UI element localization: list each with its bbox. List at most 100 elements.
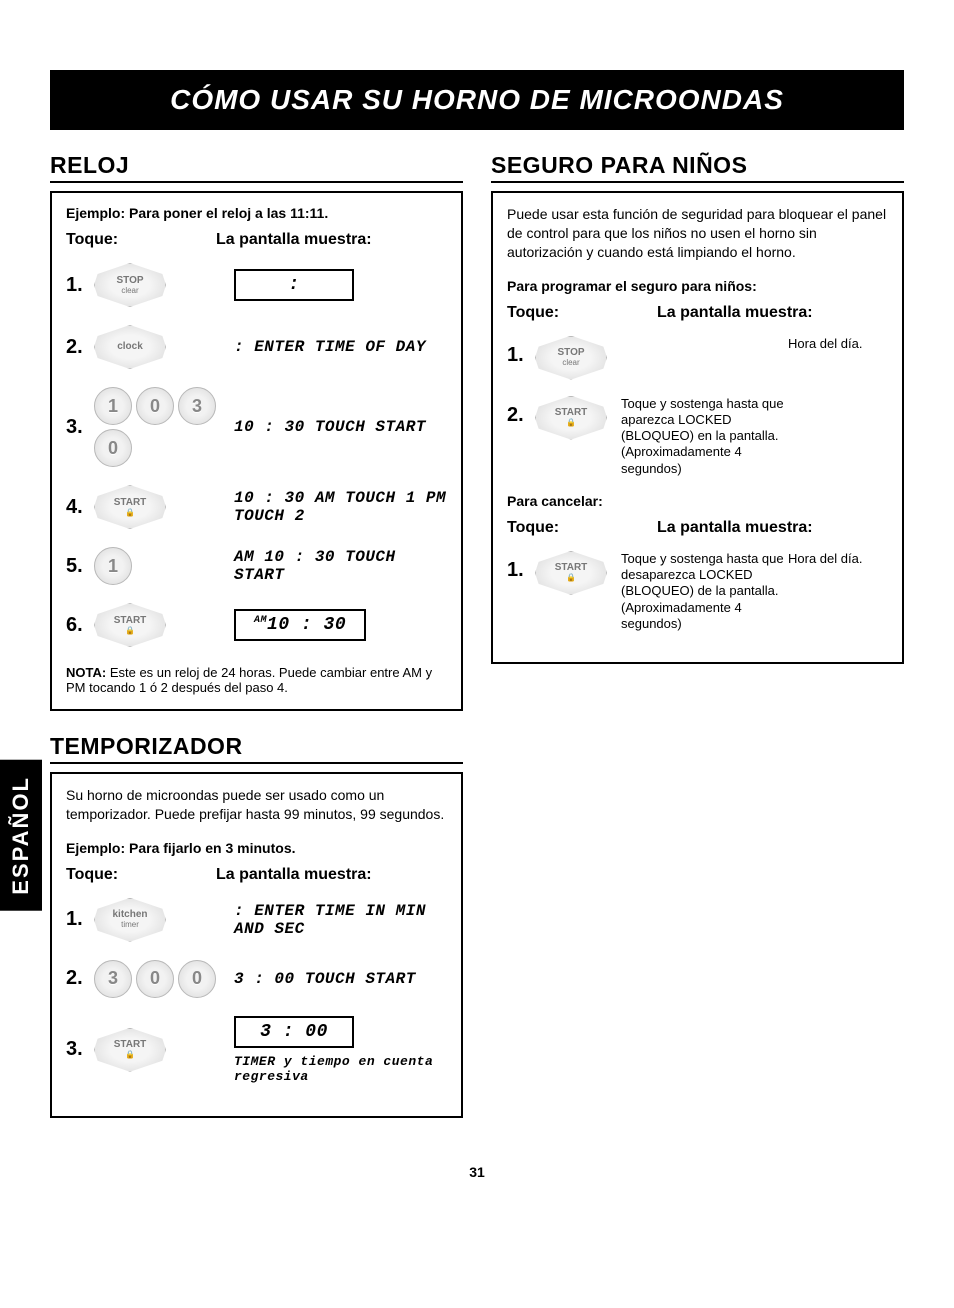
lock-step-row: 1.START🔒Toque y sostenga hasta que desap…	[507, 551, 888, 632]
step-number: 1.	[507, 551, 535, 582]
reloj-example: Ejemplo: Para poner el reloj a las 11:11…	[66, 205, 447, 221]
reloj-note: NOTA: Este es un reloj de 24 horas. Pued…	[66, 665, 447, 695]
step-display: 3 : 00 TIMER y tiempo en cuenta regresiva	[234, 1016, 447, 1084]
step-buttons: STOPclear	[94, 263, 234, 307]
lock-step-row: 2.START🔒Toque y sostenga hasta que apare…	[507, 396, 888, 477]
step-buttons: STOPclear	[535, 336, 615, 380]
step-number: 1.	[66, 274, 94, 297]
step-buttons: 1	[94, 547, 234, 585]
step-display: AM10 : 30	[234, 609, 447, 641]
step-number: 2.	[507, 396, 535, 427]
stop-button[interactable]: STOPclear	[94, 263, 166, 307]
header-pantalla: La pantalla muestra:	[216, 231, 447, 249]
seguro-title: SEGURO PARA NIÑOS	[491, 152, 904, 183]
language-tab: ESPAÑOL	[0, 760, 42, 911]
seguro-cancel-label: Para cancelar:	[507, 493, 888, 509]
stop-button[interactable]: STOPclear	[535, 336, 607, 380]
step-buttons: START🔒	[94, 603, 234, 647]
step-row: 1.kitchentimer : ENTER TIME IN MIN AND SE…	[66, 898, 447, 942]
step-number: 2.	[66, 336, 94, 359]
step-number: 3.	[66, 416, 94, 439]
header-pantalla: La pantalla muestra:	[657, 519, 888, 537]
temporizador-title: TEMPORIZADOR	[50, 733, 463, 764]
step-number: 1.	[507, 336, 535, 367]
step-display: : ENTER TIME OF DAY	[234, 338, 447, 356]
start-button[interactable]: START🔒	[94, 1028, 166, 1072]
step-number: 2.	[66, 967, 94, 990]
seguro-headers-a: Toque: La pantalla muestra:	[507, 304, 888, 322]
step-buttons: 300	[94, 960, 234, 998]
digit-0-button[interactable]: 0	[178, 960, 216, 998]
step-row: 5.1 AM 10 : 30 TOUCH START	[66, 547, 447, 585]
note-label: NOTA:	[66, 665, 106, 680]
header-toque: Toque:	[507, 304, 657, 322]
step-row: 6.START🔒 AM10 : 30	[66, 603, 447, 647]
temporizador-example: Ejemplo: Para fijarlo en 3 minutos.	[66, 840, 447, 856]
reloj-headers: Toque: La pantalla muestra:	[66, 231, 447, 249]
step-number: 1.	[66, 908, 94, 931]
temporizador-headers: Toque: La pantalla muestra:	[66, 866, 447, 884]
step-buttons: START🔒	[94, 485, 234, 529]
step-buttons: START🔒	[535, 551, 615, 595]
digit-1-button[interactable]: 1	[94, 547, 132, 585]
digit-0-button[interactable]: 0	[136, 960, 174, 998]
step-row: 3.START🔒 3 : 00 TIMER y tiempo en cuenta r…	[66, 1016, 447, 1084]
temporizador-intro: Su horno de microondas puede ser usado c…	[66, 786, 447, 824]
digit-3-button[interactable]: 3	[94, 960, 132, 998]
kitchen-button[interactable]: kitchentimer	[94, 898, 166, 942]
content-columns: RELOJ Ejemplo: Para poner el reloj a las…	[50, 152, 904, 1140]
reloj-title: RELOJ	[50, 152, 463, 183]
step-buttons: START🔒	[94, 1028, 234, 1072]
start-button[interactable]: START🔒	[535, 551, 607, 595]
timer-note: TIMER y tiempo en cuenta regresiva	[234, 1054, 447, 1084]
lock-step-row: 1.STOPclear Hora del día.	[507, 336, 888, 380]
step-number: 6.	[66, 614, 94, 637]
step-buttons: clock	[94, 325, 234, 369]
seguro-headers-b: Toque: La pantalla muestra:	[507, 519, 888, 537]
step-buttons: 1030	[94, 387, 234, 467]
step-description: Toque y sostenga hasta que desaparezca L…	[615, 551, 788, 632]
seguro-intro: Puede usar esta función de seguridad par…	[507, 205, 888, 262]
header-toque: Toque:	[66, 866, 216, 884]
display-box: 3 : 00	[234, 1016, 354, 1048]
step-buttons: START🔒	[535, 396, 615, 440]
start-button[interactable]: START🔒	[94, 603, 166, 647]
step-row: 2.3003 : 00 TOUCH START	[66, 960, 447, 998]
step-number: 5.	[66, 555, 94, 578]
display-box: AM10 : 30	[234, 609, 366, 641]
temporizador-box: Su horno de microondas puede ser usado c…	[50, 772, 463, 1118]
clock-button[interactable]: clock	[94, 325, 166, 369]
left-column: RELOJ Ejemplo: Para poner el reloj a las…	[50, 152, 463, 1140]
digit-0-button[interactable]: 0	[136, 387, 174, 425]
step-buttons: kitchentimer	[94, 898, 234, 942]
step-number: 4.	[66, 496, 94, 519]
start-button[interactable]: START🔒	[94, 485, 166, 529]
step-display: 3 : 00 TOUCH START	[234, 970, 447, 988]
digit-1-button[interactable]: 1	[94, 387, 132, 425]
reloj-box: Ejemplo: Para poner el reloj a las 11:11…	[50, 191, 463, 711]
page-banner: CÓMO USAR SU HORNO DE MICROONDAS	[50, 70, 904, 130]
step-row: 3.103010 : 30 TOUCH START	[66, 387, 447, 467]
step-display: 10 : 30 TOUCH START	[234, 418, 447, 436]
step-display: : ENTER TIME IN MIN AND SEC	[234, 902, 447, 938]
digit-0-button[interactable]: 0	[94, 429, 132, 467]
step-display: 10 : 30 AM TOUCH 1 PM TOUCH 2	[234, 489, 447, 525]
start-button[interactable]: START🔒	[535, 396, 607, 440]
seguro-box: Puede usar esta función de seguridad par…	[491, 191, 904, 664]
digit-3-button[interactable]: 3	[178, 387, 216, 425]
step-row: 1.STOPclear:	[66, 263, 447, 307]
step-row: 4.START🔒 10 : 30 AM TOUCH 1 PM TOUCH 2	[66, 485, 447, 529]
display-box: :	[234, 269, 354, 301]
step-description: Toque y sostenga hasta que aparezca LOCK…	[615, 396, 788, 477]
step-right-display: Hora del día.	[788, 336, 888, 351]
step-display: AM 10 : 30 TOUCH START	[234, 548, 447, 584]
header-pantalla: La pantalla muestra:	[657, 304, 888, 322]
right-column: SEGURO PARA NIÑOS Puede usar esta funció…	[491, 152, 904, 1140]
page-number: 31	[50, 1164, 904, 1180]
step-right-display: Hora del día.	[788, 551, 888, 566]
header-toque: Toque:	[507, 519, 657, 537]
step-display: :	[234, 269, 447, 301]
header-pantalla: La pantalla muestra:	[216, 866, 447, 884]
step-row: 2.clock : ENTER TIME OF DAY	[66, 325, 447, 369]
step-number: 3.	[66, 1038, 94, 1061]
